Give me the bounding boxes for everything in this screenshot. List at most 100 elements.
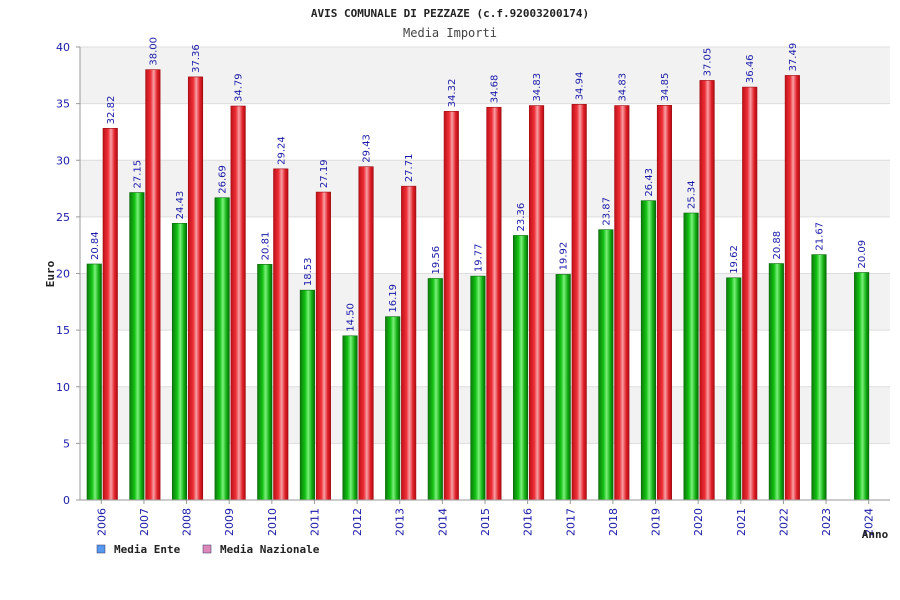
bar-media-ente-2013	[385, 316, 401, 501]
value-label: 25.34	[687, 180, 698, 209]
value-label: 21.67	[814, 222, 825, 251]
value-label: 36.46	[745, 54, 756, 83]
value-label: 19.56	[431, 246, 442, 275]
legend-label-media-ente: Media Ente	[114, 543, 181, 556]
value-label: 23.36	[516, 203, 527, 232]
bar-media-ente-2010	[257, 264, 273, 501]
bar-media-nazionale-2012	[358, 166, 374, 501]
value-label: 20.84	[90, 231, 101, 260]
value-label: 20.09	[857, 240, 868, 269]
x-tick-label: 2013	[394, 508, 407, 536]
value-label: 24.43	[175, 191, 186, 220]
value-label: 34.32	[447, 79, 458, 108]
x-tick-label: 2006	[95, 508, 108, 536]
bar-media-ente-2020	[683, 212, 699, 501]
y-tick-label: 0	[63, 494, 70, 507]
y-tick-label: 20	[56, 268, 70, 281]
bar-media-ente-2011	[299, 289, 315, 501]
bar-media-nazionale-2015	[486, 106, 502, 501]
x-tick-label: 2022	[777, 508, 790, 536]
bar-media-ente-2006	[86, 263, 102, 501]
value-label: 26.69	[218, 165, 229, 194]
x-tick-label: 2007	[138, 508, 151, 536]
y-axis-ticks: 0 5 10 15 20 25 30 35 40	[56, 41, 80, 507]
legend-label-media-nazionale: Media Nazionale	[220, 543, 320, 556]
x-tick-label: 2021	[735, 508, 748, 536]
bar-media-ente-2021	[726, 277, 742, 501]
value-label: 18.53	[303, 258, 314, 287]
bar-media-nazionale-2018	[614, 105, 630, 501]
bar-media-nazionale-2007	[145, 69, 161, 501]
bar-media-nazionale-2011	[315, 191, 331, 501]
bar-media-ente-2022	[768, 263, 784, 501]
bar-media-ente-2017	[555, 274, 571, 501]
x-tick-label: 2009	[223, 508, 236, 536]
x-tick-label: 2019	[650, 508, 663, 536]
x-tick-label: 2017	[564, 508, 577, 536]
value-label: 29.43	[362, 134, 373, 163]
x-tick-label: 2016	[522, 508, 535, 536]
bar-media-ente-2014	[427, 278, 443, 501]
value-label: 27.19	[319, 159, 330, 188]
value-label: 34.79	[234, 73, 245, 102]
value-label: 34.83	[532, 73, 543, 102]
y-tick-label: 10	[56, 381, 70, 394]
x-tick-label: 2015	[479, 508, 492, 536]
bar-media-nazionale-2016	[529, 105, 545, 501]
value-label: 38.00	[148, 37, 159, 66]
value-label: 20.81	[260, 232, 271, 261]
x-tick-label: 2018	[607, 508, 620, 536]
x-tick-label: 2024	[863, 508, 876, 536]
chart-subtitle: Media Importi	[403, 26, 497, 40]
bar-media-ente-2016	[513, 235, 529, 501]
bar-media-nazionale-2013	[401, 185, 417, 501]
x-tick-label: 2010	[266, 508, 279, 536]
bar-media-ente-2009	[214, 197, 230, 501]
bar-media-nazionale-2009	[230, 105, 246, 501]
x-tick-label: 2012	[351, 508, 364, 536]
y-tick-label: 25	[56, 211, 70, 224]
value-label: 34.85	[660, 73, 671, 102]
legend: Media Ente Media Nazionale	[96, 543, 320, 556]
value-label: 27.71	[404, 154, 415, 183]
y-tick-label: 40	[56, 41, 70, 54]
x-tick-label: 2014	[436, 508, 449, 536]
bar-media-nazionale-2006	[102, 128, 118, 501]
value-label: 32.82	[106, 96, 117, 125]
y-tick-label: 5	[63, 437, 70, 450]
value-label: 16.19	[388, 284, 399, 313]
value-labels: 20.84 32.82 27.15 38.00 24.43 37.36 26.69 34.79…	[90, 37, 868, 332]
value-label: 20.88	[772, 231, 783, 260]
value-label: 14.50	[346, 303, 357, 332]
bar-media-ente-2018	[598, 229, 614, 501]
value-label: 19.62	[729, 245, 740, 274]
value-label: 29.24	[276, 136, 287, 165]
bar-media-ente-2012	[342, 335, 358, 501]
value-label: 26.43	[644, 168, 655, 197]
bar-media-ente-2024	[854, 272, 870, 501]
x-tick-label: 2011	[308, 508, 321, 536]
value-label: 23.87	[601, 197, 612, 226]
bar-media-nazionale-2010	[273, 168, 289, 501]
bar-media-ente-2019	[640, 200, 657, 501]
value-label: 27.15	[132, 160, 143, 189]
bar-media-nazionale-2019	[656, 105, 673, 501]
value-label: 37.05	[703, 48, 714, 77]
value-label: 37.49	[788, 43, 799, 72]
y-tick-label: 15	[56, 324, 70, 337]
bar-media-ente-2023	[811, 254, 827, 501]
value-label: 34.94	[575, 72, 586, 101]
value-label: 34.68	[489, 75, 500, 104]
value-label: 34.83	[617, 73, 628, 102]
x-tick-label: 2008	[181, 508, 194, 536]
bar-media-nazionale-2021	[742, 86, 758, 501]
bar-media-nazionale-2008	[187, 76, 204, 501]
bar-media-nazionale-2020	[699, 80, 715, 501]
legend-swatch-media-ente	[96, 544, 106, 554]
y-tick-label: 30	[56, 154, 70, 167]
bar-media-nazionale-2014	[443, 111, 459, 501]
x-tick-label: 2020	[692, 508, 705, 536]
value-label: 37.36	[191, 44, 202, 73]
chart-title: AVIS COMUNALE DI PEZZAZE (c.f.9200320017…	[311, 7, 589, 20]
bar-media-ente-2015	[470, 275, 486, 501]
